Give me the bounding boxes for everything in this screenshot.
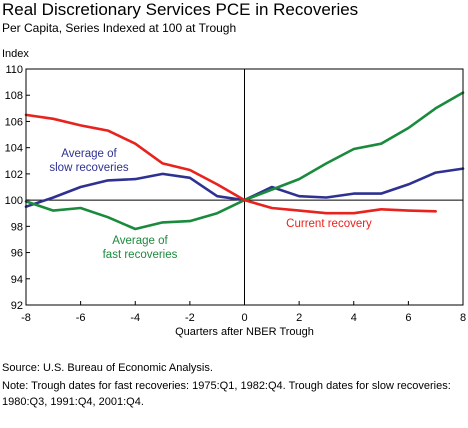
x-tick-label: 8	[460, 312, 466, 324]
footnote: Note: Trough dates for fast recoveries: …	[2, 380, 451, 408]
x-tick-label: 6	[405, 312, 411, 324]
x-tick-label: -6	[76, 312, 86, 324]
x-axis-label: Quarters after NBER Trough	[175, 326, 314, 338]
y-tick-label: 110	[5, 64, 23, 76]
series-label-average-of-fast-recoveries: Average of fast recoveries	[103, 235, 178, 261]
x-tick-label: -2	[185, 312, 195, 324]
line-chart: Index 92 94 96 98 100 102 104 106 108 110 -8 -6 -4 -2…	[2, 48, 466, 338]
series-line-current-recovery	[24, 113, 438, 215]
y-tick-label: 98	[11, 221, 23, 233]
plot-frame	[25, 68, 464, 306]
source-note: Source: U.S. Bureau of Economic Analysis…	[2, 362, 213, 374]
series-label-average-of-slow-recoveries: Average of slow recoveries	[49, 148, 128, 174]
x-tick-label: -4	[130, 312, 140, 324]
chart-title: Real Discretionary Services PCE in Recov…	[2, 0, 359, 19]
y-tick-label: 96	[11, 248, 23, 260]
x-tick-label: 4	[351, 312, 357, 324]
chart-subtitle: Per Capita, Series Indexed at 100 at Tro…	[2, 21, 237, 35]
y-tick-label: 106	[5, 116, 23, 128]
x-tick-label: 2	[296, 312, 302, 324]
x-tick-label: 0	[241, 312, 247, 324]
y-axis-label: Index	[2, 48, 29, 60]
y-tick-label: 104	[5, 143, 23, 155]
y-tick-label: 102	[5, 169, 23, 181]
y-tick-label: 92	[11, 300, 23, 312]
x-tick-label: -8	[21, 312, 31, 324]
y-tick-label: 108	[5, 90, 23, 102]
y-tick-label: 100	[5, 195, 23, 207]
series-label-current-recovery: Current recovery	[286, 218, 372, 230]
y-tick-label: 94	[11, 274, 23, 286]
